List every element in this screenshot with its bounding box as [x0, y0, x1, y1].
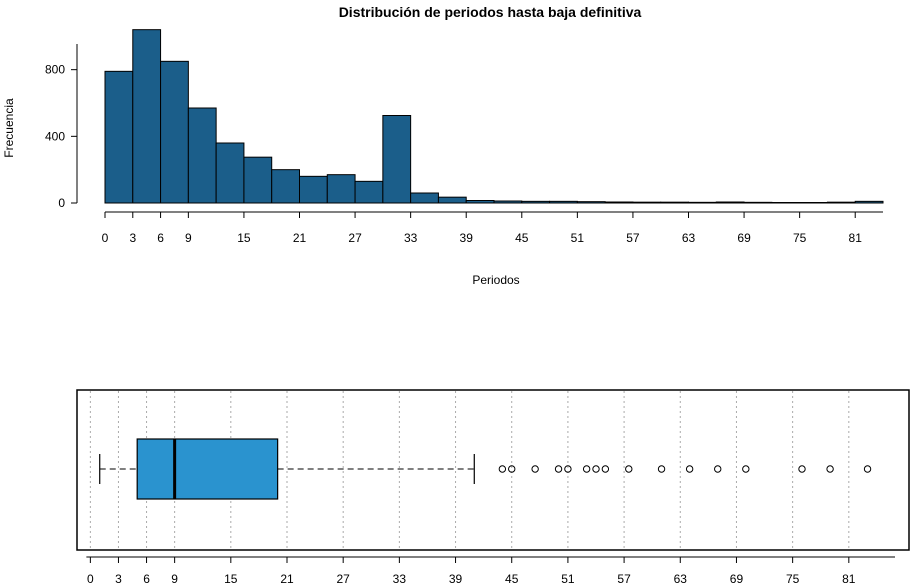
boxplot-outlier [863, 465, 872, 473]
boxplot-x-tick-label: 27 [337, 572, 351, 586]
histogram-bars [104, 29, 884, 204]
boxplot-outlier [498, 465, 507, 473]
boxplot-outlier [601, 465, 610, 473]
histogram-bar-12-15 [215, 142, 245, 204]
histogram-bar-75-78 [799, 202, 828, 204]
histogram-bar-33-36 [410, 192, 439, 204]
boxplot-x-tick-label: 45 [505, 572, 519, 586]
boxplot-x-tick-label: 69 [730, 572, 744, 586]
boxplot-outlier [554, 465, 563, 473]
boxplot-outlier [592, 465, 600, 473]
histogram-bar-51-54 [576, 201, 606, 204]
histogram-x-tick-label: 51 [571, 231, 585, 245]
histogram-x-tick-label: 3 [129, 231, 136, 245]
boxplot-x-tick-label: 63 [674, 572, 688, 586]
boxplot-frame [76, 389, 910, 551]
histogram-bar-57-60 [632, 201, 662, 204]
boxplot-outlier [742, 465, 750, 473]
boxplot-x-tick-label: 39 [449, 572, 463, 586]
histogram-bar-45-48 [521, 200, 551, 204]
histogram-x-tick-label: 75 [793, 231, 807, 245]
histogram-bar-9-12 [187, 107, 217, 204]
histogram-x-tick-label: 39 [460, 231, 474, 245]
histogram-bar-72-75 [771, 202, 801, 204]
histogram-bar-18-21 [271, 169, 301, 204]
boxplot-x-axis: 0 3 6 9 15 21 27 33 39 45 51 57 63 69 75 81 [86, 556, 895, 586]
histogram-bar-15-18 [243, 156, 273, 204]
histogram-bar-60-63 [660, 201, 690, 204]
boxplot-x-tick-label: 21 [280, 572, 294, 586]
histogram-y-tick-label: 400 [45, 129, 65, 143]
histogram-x-tick-label: 21 [293, 231, 307, 245]
histogram-bar-30-33 [382, 115, 412, 204]
boxplot [99, 438, 872, 500]
boxplot-outlier [826, 465, 834, 473]
boxplot-x-tick-label: 33 [393, 572, 407, 586]
histogram-x-tick-label: 27 [348, 231, 362, 245]
histogram-x-tick-label: 33 [404, 231, 418, 245]
histogram-bar-0-3 [104, 70, 134, 204]
histogram-x-tick-label: 63 [682, 231, 696, 245]
histogram-bar-6-9 [160, 60, 189, 204]
boxplot-outlier [531, 465, 539, 473]
boxplot-x-tick-label: 57 [617, 572, 631, 586]
histogram-bar-63-66 [688, 201, 717, 204]
histogram-x-tick-label: 9 [185, 231, 192, 245]
boxplot-outlier [564, 465, 572, 473]
boxplot-x-tick-label: 51 [561, 572, 575, 586]
boxplot-x-tick-label: 9 [171, 572, 178, 586]
boxplot-x-tick-label: 75 [786, 572, 800, 586]
histogram-y-tick-label: 0 [58, 196, 65, 210]
histogram-bar-21-24 [299, 175, 328, 204]
histogram-x-tick-label: 69 [737, 231, 751, 245]
boxplot-x-tick-label: 3 [115, 572, 122, 586]
histogram-x-tick-label: 0 [102, 231, 109, 245]
boxplot-x-tick-label: 15 [224, 572, 238, 586]
histogram-bar-24-27 [326, 174, 356, 204]
histogram-x-tick-label: 57 [626, 231, 640, 245]
histogram-bar-78-81 [826, 201, 856, 204]
histogram-bar-39-42 [465, 200, 495, 204]
boxplot-x-tick-label: 0 [87, 572, 94, 586]
histogram-bar-69-72 [743, 201, 773, 204]
histogram-bar-48-51 [549, 200, 578, 204]
histogram-y-tick-label: 800 [45, 63, 65, 77]
boxplot-x-tick-label: 81 [842, 572, 856, 586]
histogram-x-tick-label: 15 [237, 231, 251, 245]
histogram-title: Distribución de periodos hasta baja defi… [339, 4, 642, 20]
boxplot-outlier [714, 465, 722, 473]
histogram-bar-36-39 [437, 196, 467, 204]
histogram-y-label: Frecuencia [2, 98, 16, 158]
histogram-bar-81-84 [854, 200, 884, 204]
boxplot-outlier [657, 465, 666, 473]
histogram-x-tick-label: 6 [157, 231, 164, 245]
boxplot-x-tick-label: 6 [143, 572, 150, 586]
histogram-x-tick-label: 45 [515, 231, 529, 245]
boxplot-outlier [508, 465, 516, 473]
histogram-bar-66-69 [715, 201, 745, 204]
boxplot-box [136, 438, 279, 500]
histogram-y-axis: 0 400 800 [45, 44, 78, 210]
histogram-bar-3-6 [132, 29, 162, 204]
histogram-bar-42-45 [493, 200, 523, 204]
boxplot-outlier [685, 465, 694, 473]
histogram-bar-54-57 [604, 201, 634, 204]
histogram-x-axis: 0 3 6 9 15 21 27 33 39 45 51 57 63 69 75 81 [102, 211, 883, 245]
boxplot-outlier [625, 465, 633, 473]
histogram-x-tick-label: 81 [849, 231, 863, 245]
boxplot-grid [89, 391, 850, 549]
boxplot-outlier [798, 465, 806, 473]
histogram-x-label: Periodos [472, 273, 519, 287]
boxplot-outlier [582, 465, 591, 473]
histogram-bar-27-30 [354, 180, 384, 204]
